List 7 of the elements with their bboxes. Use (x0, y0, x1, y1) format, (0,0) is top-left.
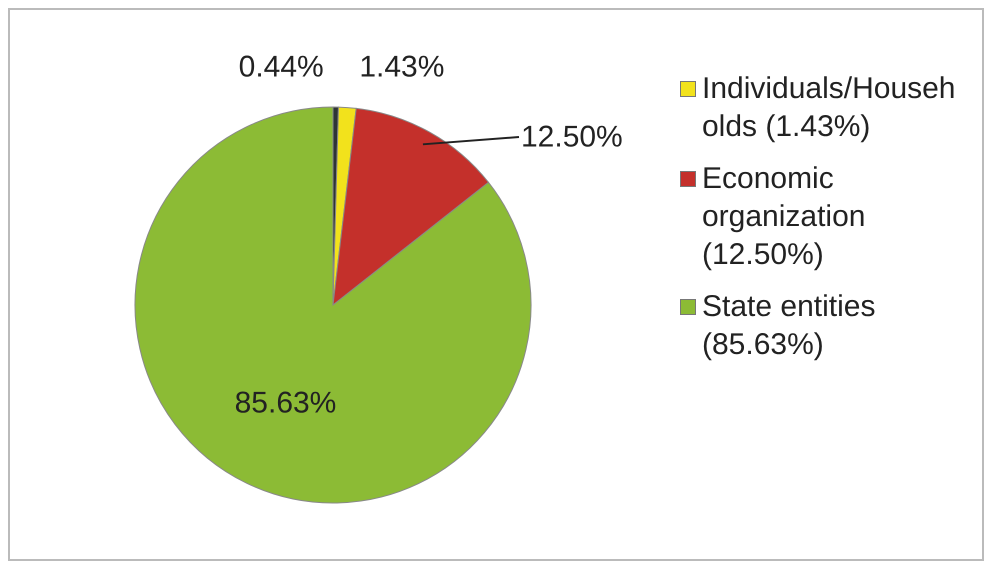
legend-label: Economic organization (12.50%) (702, 161, 866, 273)
legend-label: State entities (85.63%) (702, 289, 876, 363)
legend-label: Individuals/Households (1.43%) (702, 71, 956, 145)
data-label: 85.63% (234, 386, 336, 420)
data-label: 1.43% (359, 50, 444, 84)
data-label: 0.44% (238, 50, 324, 84)
data-label: 12.50% (520, 120, 623, 154)
